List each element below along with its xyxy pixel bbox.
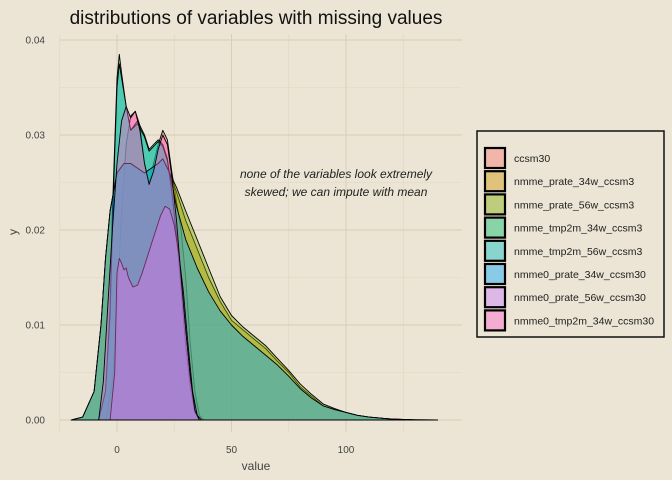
- legend-label: nmme_prate_34w_ccsm3: [514, 176, 634, 188]
- legend-key-nmme0-tmp2m-34w-ccsm30: [483, 309, 507, 332]
- legend-label: nmme_tmp2m_56w_ccsm3: [514, 246, 643, 258]
- legend-key-nmme-prate-56w-ccsm3: [483, 193, 507, 216]
- legend-key-nmme-prate-34w-ccsm3: [483, 170, 507, 193]
- density-area-nmme0-tmp2m-34w-ccsm30: [98, 106, 200, 421]
- legend-key-ccsm30: [483, 146, 507, 170]
- legend: ccsm30 nmme_prate_34w_ccsm3 nmme_prate_56w…: [476, 130, 665, 338]
- y-tick-label: 0.04: [26, 36, 46, 47]
- annotation-line-1: none of the variables look extremely: [240, 167, 433, 181]
- y-axis-label: y: [6, 229, 20, 235]
- x-axis-ticks: 0 50 100: [114, 445, 355, 456]
- legend-label: nmme_prate_56w_ccsm3: [514, 199, 634, 211]
- density-area-nmme-tmp2m-56w-ccsm3: [98, 63, 200, 421]
- legend-key-nmme-tmp2m-56w-ccsm3: [483, 239, 507, 262]
- density-areas: [70, 53, 439, 421]
- density-area-ccsm30: [105, 110, 205, 421]
- legend-label: nmme0_tmp2m_34w_ccsm30: [514, 315, 654, 327]
- legend-label: nmme_tmp2m_34w_ccsm3: [514, 223, 643, 235]
- legend-key-nmme0-prate-34w-ccsm30: [483, 262, 507, 286]
- legend-key-nmme0-prate-56w-ccsm30: [483, 286, 507, 309]
- x-tick-label: 0: [114, 445, 120, 456]
- y-tick-label: 0.03: [26, 131, 46, 142]
- y-tick-label: 0.02: [26, 226, 46, 237]
- legend-label: nmme0_prate_56w_ccsm30: [514, 292, 646, 304]
- x-tick-label: 50: [226, 445, 238, 456]
- legend-frame: [476, 130, 665, 338]
- legend-key-nmme-tmp2m-34w-ccsm3: [483, 216, 507, 239]
- legend-label: ccsm30: [514, 153, 550, 165]
- density-area-nmme0-prate-34w-ccsm30: [70, 158, 439, 421]
- y-axis-ticks: 0.00 0.01 0.02 0.03 0.04: [26, 36, 46, 427]
- y-tick-label: 0.01: [26, 321, 46, 332]
- annotation-line-2: skewed; we can impute with mean: [245, 185, 428, 199]
- x-axis-label: value: [242, 459, 271, 473]
- chart-title: distributions of variables with missing …: [70, 8, 443, 29]
- density-area-nmme0-prate-56w-ccsm30: [109, 205, 203, 421]
- legend-label: nmme0_prate_34w_ccsm30: [514, 269, 646, 281]
- y-tick-label: 0.00: [26, 416, 46, 427]
- x-tick-label: 100: [338, 445, 355, 456]
